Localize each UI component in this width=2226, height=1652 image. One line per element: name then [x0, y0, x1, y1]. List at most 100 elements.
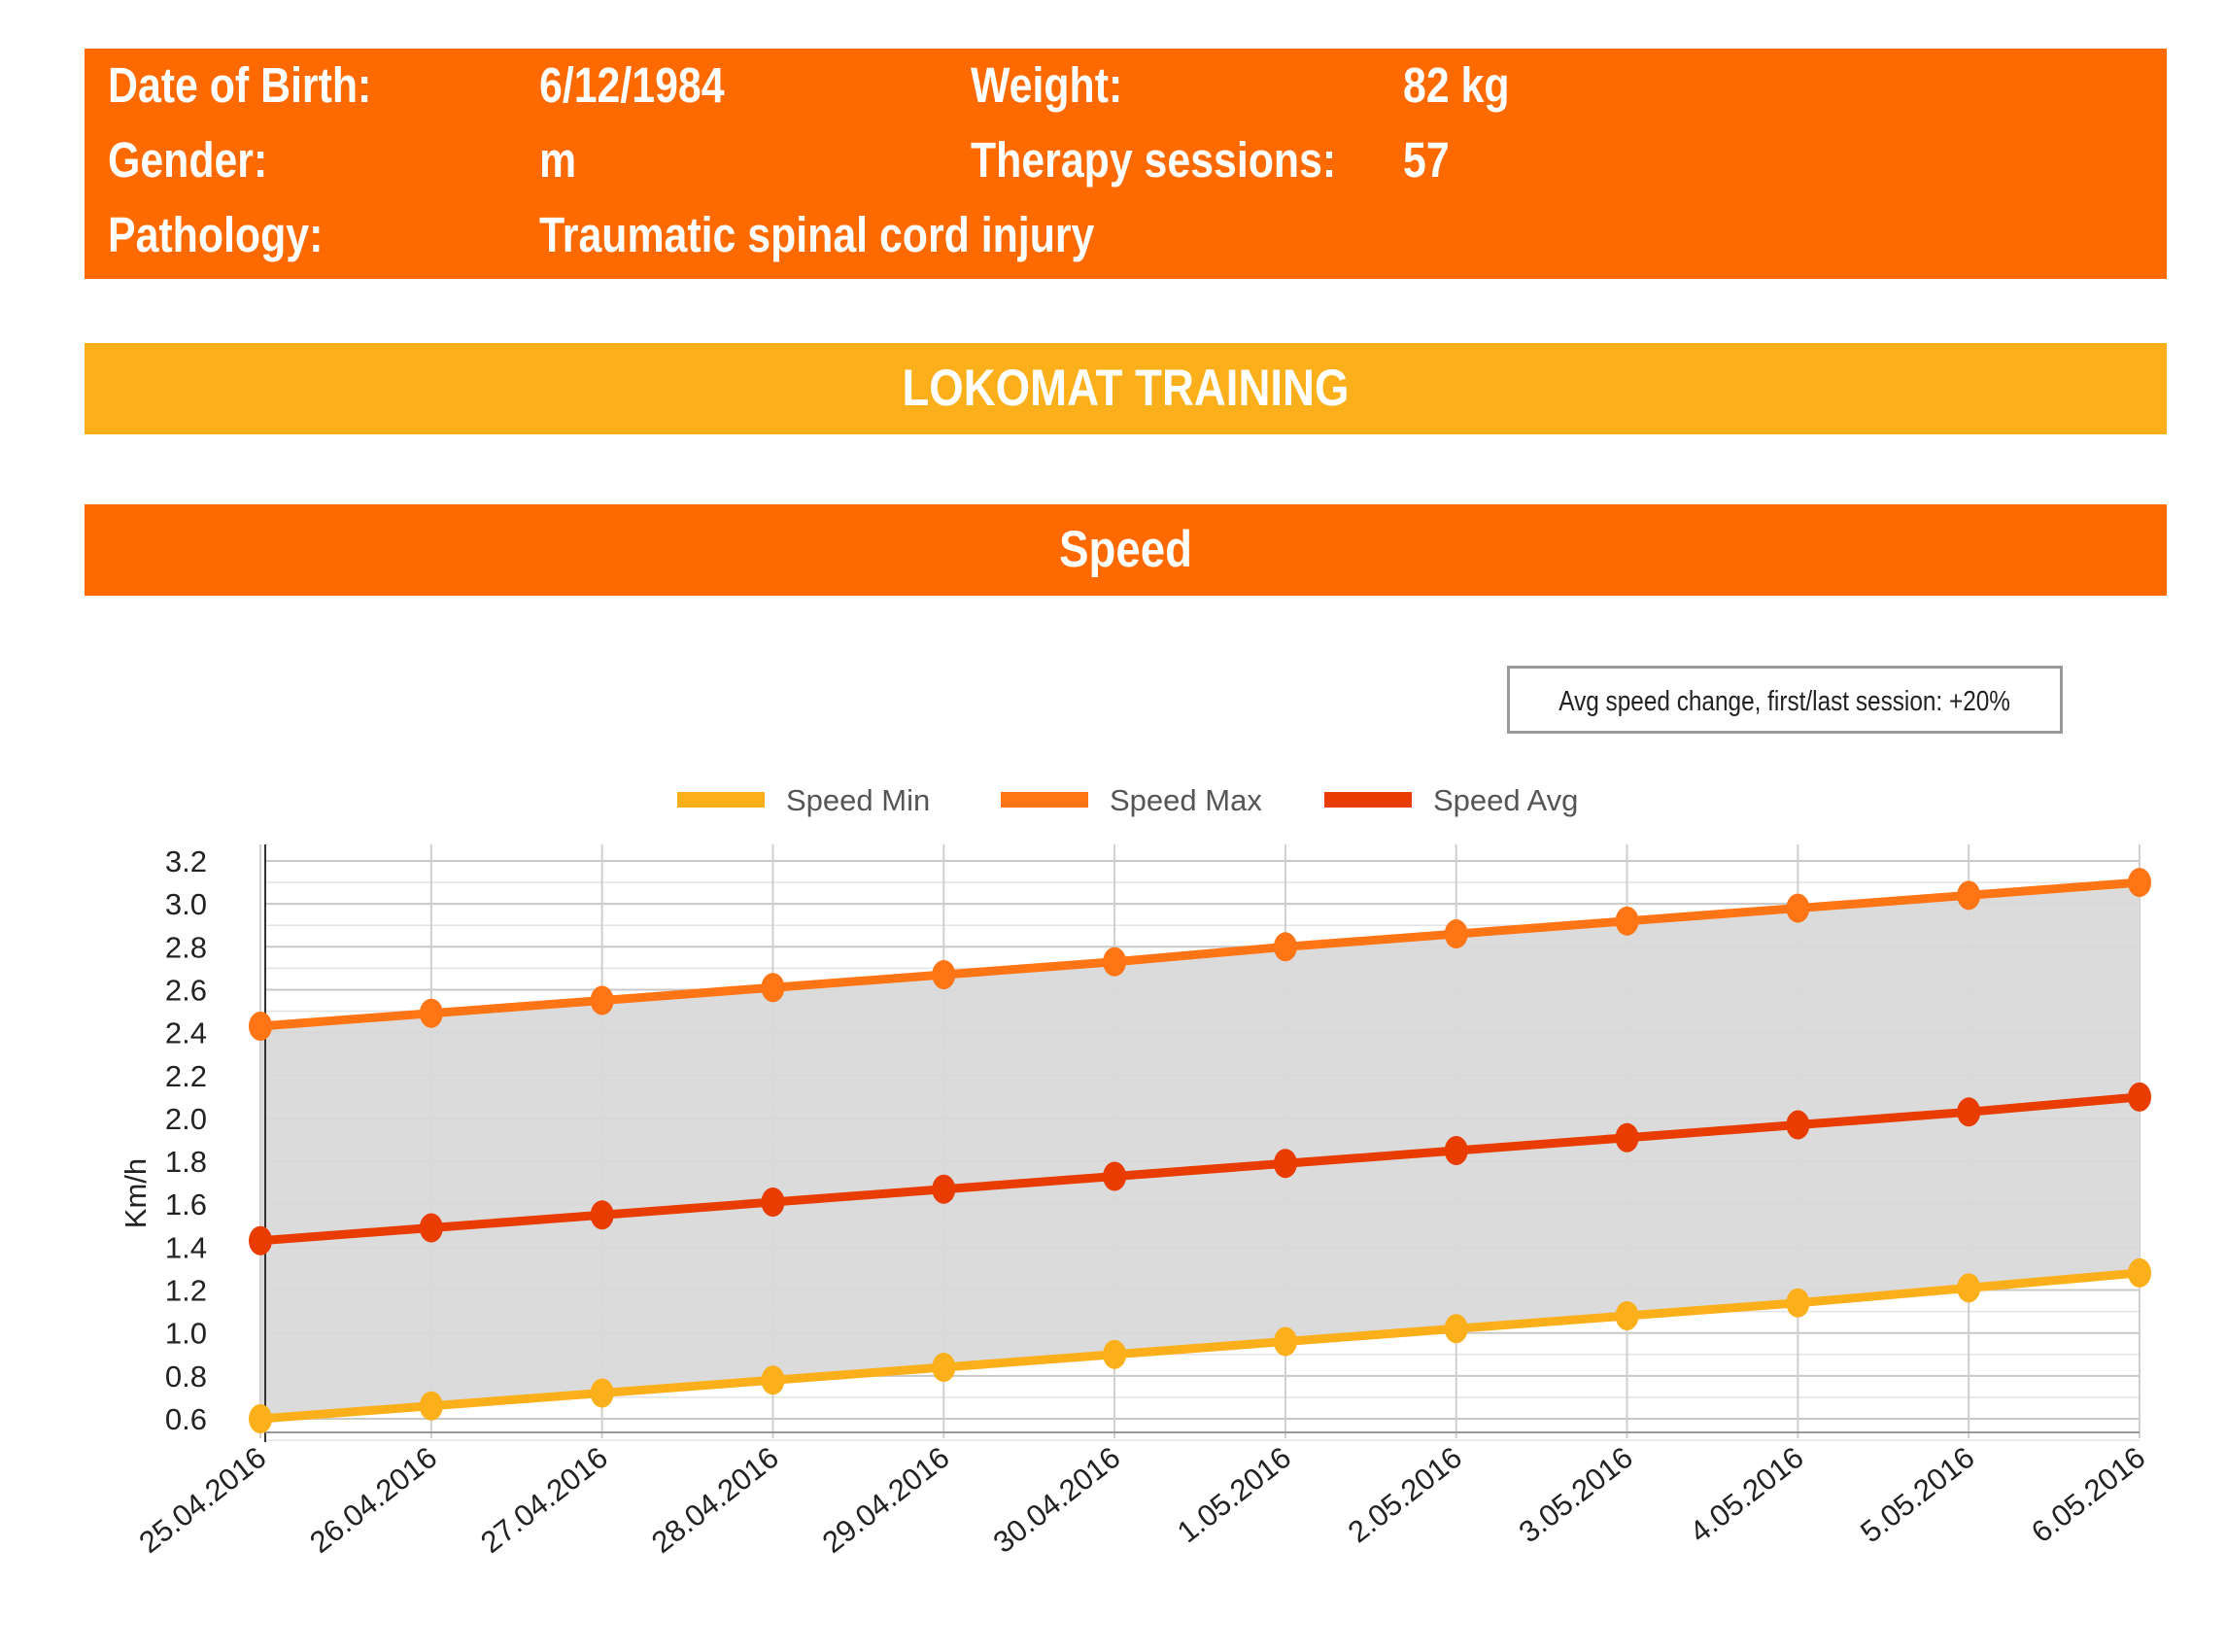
series-speed-max [249, 868, 2151, 1041]
chart-axes [264, 844, 2140, 1442]
point-speed-min [1957, 1273, 1981, 1303]
weight-value: 82 kg [1403, 57, 1510, 113]
point-speed-min [1103, 1339, 1127, 1369]
point-speed-avg [1615, 1122, 1639, 1153]
point-speed-min [1273, 1326, 1297, 1357]
y-tick-label: 2.8 [165, 930, 207, 964]
y-tick-label: 1.4 [165, 1230, 207, 1264]
chart-legend: Speed Min Speed Max Speed Avg [677, 783, 1578, 817]
y-tick-label: 2.6 [165, 973, 207, 1007]
point-speed-avg [590, 1200, 614, 1230]
series-speed-avg [249, 1082, 2151, 1256]
sessions-value: 57 [1403, 132, 1450, 188]
point-speed-min [249, 1404, 272, 1433]
y-tick-label: 0.8 [165, 1359, 207, 1394]
point-speed-avg [1786, 1110, 1810, 1140]
y-axis-title: Km/h [119, 1158, 153, 1228]
line-speed-min [256, 1268, 2144, 1424]
y-tick-labels: 0.6 0.8 1.0 1.2 1.4 1.6 1.8 2.0 2.2 2.4 2.6 2.8 3.0 3… [165, 844, 207, 1436]
weight-label: Weight: [971, 57, 1123, 113]
series-speed-min [249, 1257, 2151, 1433]
x-tick-label: 1.05.2016 [1171, 1440, 1297, 1549]
dob-label: Date of Birth: [108, 57, 372, 113]
point-speed-max [761, 973, 785, 1003]
legend-item-speed-min: Speed Min [677, 783, 930, 817]
y-tick-label: 1.8 [165, 1145, 207, 1179]
point-speed-max [2128, 868, 2151, 898]
point-speed-min [2128, 1257, 2151, 1288]
point-speed-avg [2128, 1082, 2151, 1112]
point-speed-min [590, 1378, 614, 1408]
point-speed-max [1273, 932, 1297, 962]
line-speed-avg [256, 1092, 2144, 1246]
point-speed-avg [419, 1213, 443, 1243]
y-tick-label: 0.6 [165, 1402, 207, 1436]
speed-change-summary: Avg speed change, first/last session: +2… [1507, 666, 2063, 734]
chart-series [249, 868, 2151, 1433]
chart-header: Speed [85, 504, 2167, 596]
x-tick-label: 6.05.2016 [2025, 1440, 2151, 1549]
x-tick-label: 27.04.2016 [474, 1440, 614, 1560]
legend-item-speed-max: Speed Max [1001, 783, 1262, 817]
legend-label: Speed Min [786, 783, 930, 817]
x-tick-label: 2.05.2016 [1342, 1440, 1468, 1549]
point-speed-max [1957, 880, 1981, 911]
point-speed-avg [932, 1174, 956, 1204]
point-speed-avg [761, 1187, 785, 1218]
legend-item-speed-avg: Speed Avg [1324, 783, 1578, 817]
y-tick-label: 2.0 [165, 1102, 207, 1136]
gender-label: Gender: [108, 132, 268, 188]
chart-title: Speed [1059, 521, 1192, 578]
point-speed-avg [1103, 1161, 1127, 1191]
point-speed-avg [1957, 1097, 1981, 1127]
point-speed-max [1786, 893, 1810, 923]
pathology-value: Traumatic spinal cord injury [539, 207, 1095, 262]
x-tick-label: 26.04.2016 [303, 1440, 443, 1560]
y-tick-label: 1.2 [165, 1274, 207, 1308]
speed-change-text: Avg speed change, first/last session: +2… [1558, 686, 2011, 717]
patient-info-panel: Date of Birth: 6/12/1984 Weight: 82 kg G… [85, 49, 2167, 279]
y-tick-label: 3.2 [165, 844, 207, 878]
line-speed-max [256, 878, 2144, 1031]
point-speed-min [761, 1365, 785, 1395]
x-tick-label: 30.04.2016 [987, 1440, 1127, 1560]
gender-value: m [539, 132, 577, 188]
legend-swatch [1001, 792, 1088, 808]
pathology-label: Pathology: [108, 207, 324, 262]
x-tick-label: 28.04.2016 [645, 1440, 785, 1560]
point-speed-avg [1444, 1136, 1468, 1166]
legend-label: Speed Max [1110, 783, 1262, 817]
point-speed-avg [249, 1225, 272, 1256]
legend-swatch [1324, 792, 1412, 808]
point-speed-max [1103, 946, 1127, 977]
x-tick-label: 3.05.2016 [1513, 1440, 1639, 1549]
x-tick-label: 25.04.2016 [132, 1440, 272, 1560]
y-tick-label: 2.4 [165, 1016, 207, 1050]
point-speed-max [932, 960, 956, 990]
x-tick-labels: 25.04.2016 26.04.2016 27.04.2016 28.04.2016… [132, 1440, 2151, 1560]
point-speed-max [590, 985, 614, 1015]
y-tick-label: 3.0 [165, 887, 207, 921]
y-tick-label: 1.6 [165, 1187, 207, 1222]
point-speed-max [419, 998, 443, 1028]
speed-chart: Speed Min Speed Max Speed Avg 0.6 0.8 1.0 1.2… [119, 783, 2151, 1560]
point-speed-min [1615, 1301, 1639, 1331]
point-speed-max [1615, 906, 1639, 936]
x-tick-label: 29.04.2016 [816, 1440, 956, 1560]
point-speed-min [1444, 1314, 1468, 1344]
point-speed-avg [1273, 1149, 1297, 1179]
x-tick-label: 4.05.2016 [1683, 1440, 1809, 1549]
sessions-label: Therapy sessions: [971, 132, 1337, 188]
point-speed-max [249, 1011, 272, 1041]
min-max-band [260, 882, 2140, 1419]
point-speed-min [932, 1353, 956, 1383]
point-speed-min [1786, 1288, 1810, 1318]
y-tick-label: 1.0 [165, 1317, 207, 1351]
section-header: LOKOMAT TRAINING [85, 343, 2167, 434]
y-tick-label: 2.2 [165, 1059, 207, 1093]
point-speed-max [1444, 919, 1468, 949]
section-title: LOKOMAT TRAINING [902, 360, 1350, 417]
x-tick-label: 5.05.2016 [1854, 1440, 1980, 1549]
legend-label: Speed Avg [1433, 783, 1578, 817]
point-speed-min [419, 1391, 443, 1421]
